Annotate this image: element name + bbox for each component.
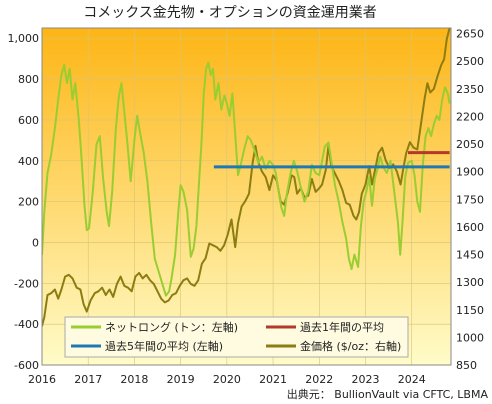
left-tick-label: -600: [14, 359, 39, 372]
right-tick-label: 2350: [456, 83, 484, 96]
x-tick-label: 2021: [259, 373, 287, 386]
legend-label-1y-average: 過去1年間の平均: [300, 320, 384, 334]
source-note: 出典元： BullionVault via CFTC, LBMA: [287, 387, 489, 401]
x-tick-label: 2023: [352, 373, 380, 386]
right-tick-label: 1900: [456, 166, 484, 179]
right-axis: 2650 2500 2350 2200 2050 1900 1750 1600 1450 1300…: [456, 28, 484, 372]
right-tick-label: 2650: [456, 28, 484, 41]
x-tick-label: 2020: [213, 373, 241, 386]
x-axis: 2016 2017 2018 2019 2020 2021 2022 2023 2024: [28, 373, 426, 386]
legend-label-net-long: ネットロング (トン：左軸): [105, 320, 238, 334]
x-tick-label: 2022: [305, 373, 333, 386]
right-tick-label: 1750: [456, 193, 484, 206]
left-axis: 1,000 800 600 400 200 0 -200 -400 -600: [8, 32, 40, 372]
legend-label-gold-price: 金価格 ($/oz：右軸): [300, 339, 401, 353]
right-tick-label: 2500: [456, 55, 484, 68]
legend-box: [64, 316, 409, 358]
x-tick-label: 2024: [398, 373, 426, 386]
left-tick-label: 0: [32, 236, 39, 249]
series-gold-price: [42, 28, 451, 327]
legend-label-5y-average: 過去5年間の平均 (左軸): [105, 339, 223, 353]
left-tick-label: -400: [14, 318, 39, 331]
left-tick-label: 200: [18, 196, 39, 209]
x-tick-label: 2019: [167, 373, 195, 386]
x-tick-label: 2018: [120, 373, 148, 386]
right-tick-label: 1450: [456, 249, 484, 262]
series-net-long: [42, 61, 451, 297]
x-tick-label: 2017: [74, 373, 102, 386]
series-layer: [42, 28, 451, 327]
left-tick-label: -200: [14, 277, 39, 290]
right-tick-label: 2050: [456, 138, 484, 151]
left-tick-label: 600: [18, 114, 39, 127]
right-tick-label: 1150: [456, 304, 484, 317]
x-tick-label: 2016: [28, 373, 56, 386]
left-tick-label: 1,000: [8, 32, 40, 45]
right-tick-label: 850: [456, 359, 477, 372]
right-tick-label: 2200: [456, 110, 484, 123]
legend: ネットロング (トン：左軸) 過去1年間の平均 過去5年間の平均 (左軸) 金価…: [64, 316, 409, 358]
right-tick-label: 1600: [456, 221, 484, 234]
right-tick-label: 1300: [456, 276, 484, 289]
left-tick-label: 400: [18, 155, 39, 168]
left-tick-label: 800: [18, 73, 39, 86]
right-tick-label: 1000: [456, 331, 484, 344]
plot-border: [41, 27, 452, 366]
chart-title: コメックス金先物・オプションの資金運用業者: [83, 5, 377, 21]
